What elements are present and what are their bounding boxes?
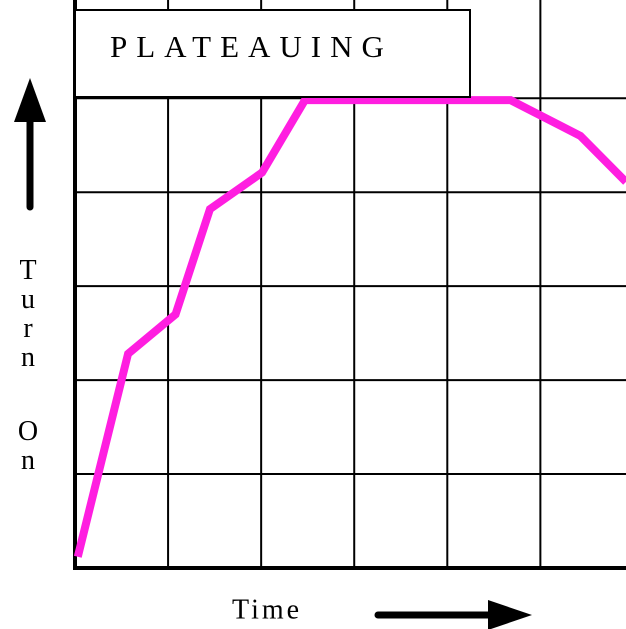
marks — [73, 96, 626, 558]
chart-title: PLATEAUING — [110, 29, 393, 64]
title-box — [74, 9, 471, 98]
right-arrow-head — [488, 600, 532, 629]
line-series — [73, 96, 626, 558]
grid — [73, 0, 626, 570]
up-arrow-head — [14, 78, 46, 122]
x-axis-label: Time — [232, 594, 302, 625]
